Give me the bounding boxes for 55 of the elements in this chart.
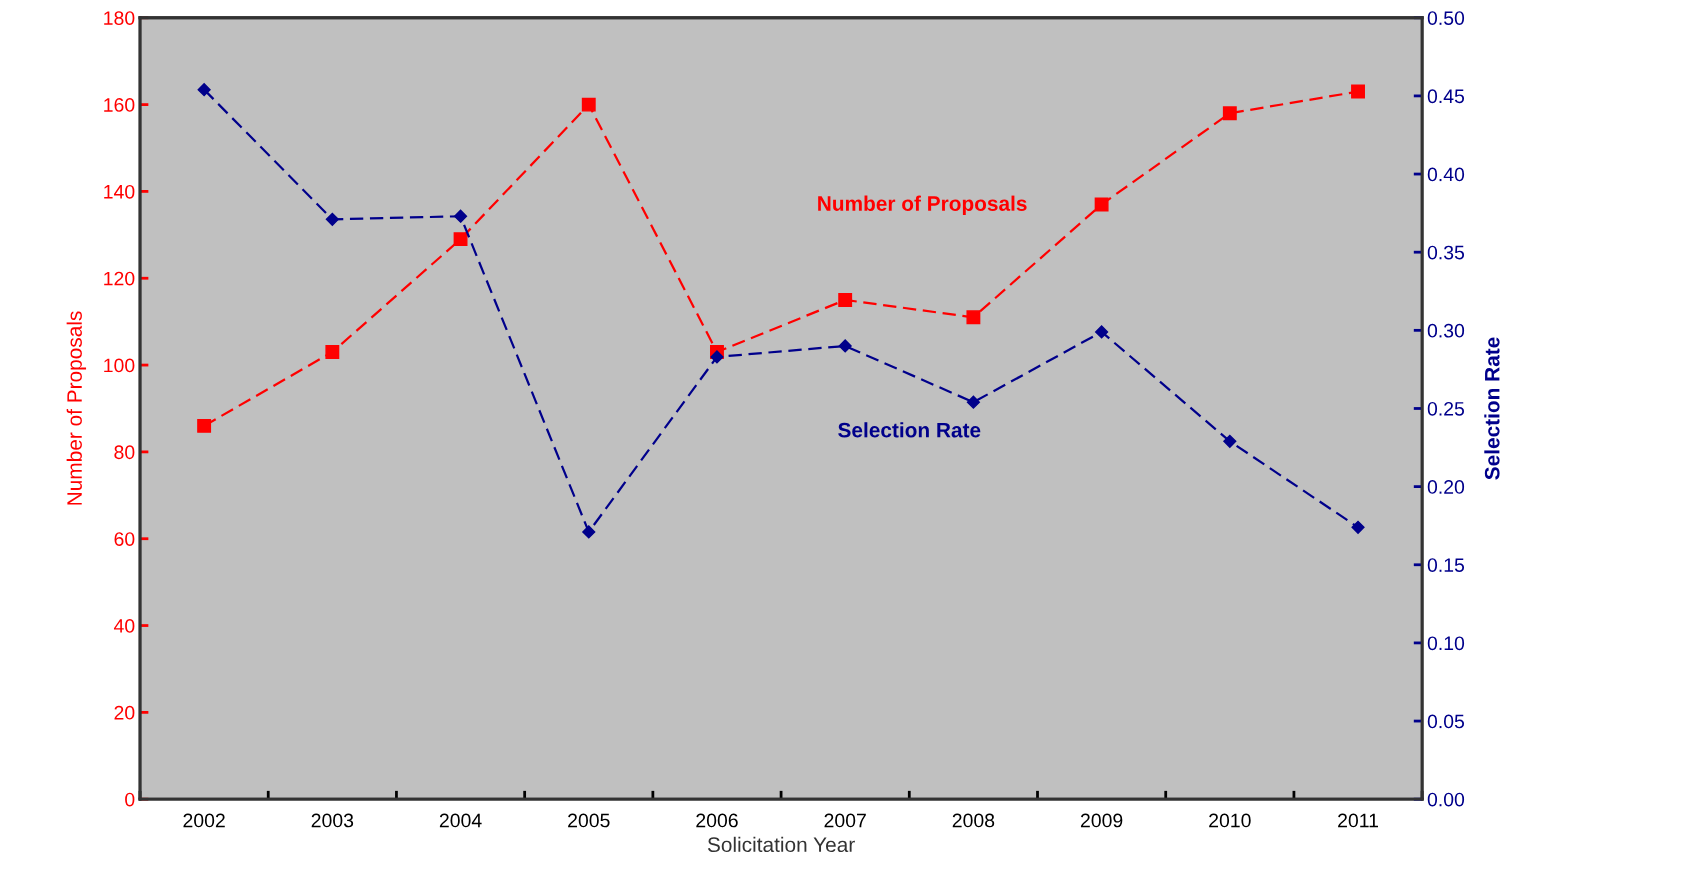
y-tick-label: 80	[114, 445, 135, 460]
point	[838, 293, 853, 307]
y-tick-label: 20	[114, 705, 135, 720]
y2-tick-label: 0.05	[1427, 714, 1465, 729]
point	[1351, 84, 1365, 99]
y2-tick-label: 0.35	[1427, 245, 1465, 260]
x-tick-label: 2010	[1209, 813, 1251, 828]
point	[197, 418, 212, 433]
point	[197, 83, 211, 97]
series-label: Selection Rate	[838, 422, 981, 438]
x-tick-label: 2011	[1338, 813, 1378, 828]
y-axis-title: Number of Proposals	[66, 311, 87, 505]
y2-tick-label: 0.10	[1427, 636, 1465, 651]
y2-tick-label: 0.20	[1427, 480, 1465, 494]
y-tick-label: 140	[104, 184, 135, 199]
y2-tick-label: 0.15	[1427, 558, 1465, 573]
point	[838, 339, 852, 353]
point	[1223, 434, 1237, 448]
y2-tick-label: 0.50	[1427, 11, 1465, 25]
series-label: Number of Proposals	[818, 195, 1027, 216]
y-tick-label: 0	[125, 792, 135, 807]
point	[453, 232, 468, 247]
y-tick-label: 120	[104, 271, 135, 286]
y-tick-label: 60	[114, 532, 135, 546]
point	[1095, 325, 1109, 339]
y2-tick-label: 0.40	[1427, 167, 1465, 182]
x-tick-label: 2009	[1080, 813, 1123, 828]
point	[581, 97, 596, 112]
x-tick-label: 2008	[952, 813, 995, 828]
point	[325, 212, 339, 226]
point	[1351, 520, 1365, 534]
y-tick-label: 180	[104, 11, 135, 25]
x-axis-title: Solicitation Year	[707, 836, 855, 853]
x-tick-label: 2003	[311, 813, 354, 828]
point	[710, 350, 724, 364]
point	[966, 395, 980, 409]
point	[582, 525, 596, 539]
point	[325, 345, 340, 359]
y-tick-label: 160	[104, 98, 135, 112]
point	[1094, 197, 1109, 212]
y2-axis-title: Selection Rate	[1484, 337, 1500, 480]
point	[966, 310, 981, 325]
point	[453, 209, 468, 223]
x-tick-label: 2004	[439, 813, 482, 828]
x-tick-label: 2006	[696, 813, 738, 828]
x-tick-label: 2002	[183, 813, 225, 828]
y2-tick-label: 0.45	[1427, 89, 1465, 104]
x-tick-label: 2005	[568, 813, 610, 828]
x-tick-label: 2007	[824, 813, 866, 828]
y2-tick-label: 0.30	[1427, 323, 1465, 338]
y2-tick-label: 0.00	[1427, 792, 1465, 807]
y2-tick-label: 0.25	[1427, 401, 1465, 416]
point	[1222, 106, 1237, 121]
y-tick-label: 100	[104, 358, 135, 373]
y-tick-label: 40	[113, 619, 135, 633]
